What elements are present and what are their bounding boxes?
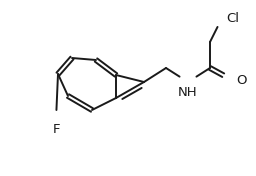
Text: O: O (236, 74, 247, 86)
Text: NH: NH (178, 86, 198, 99)
Text: F: F (52, 123, 60, 136)
Text: Cl: Cl (226, 11, 239, 24)
